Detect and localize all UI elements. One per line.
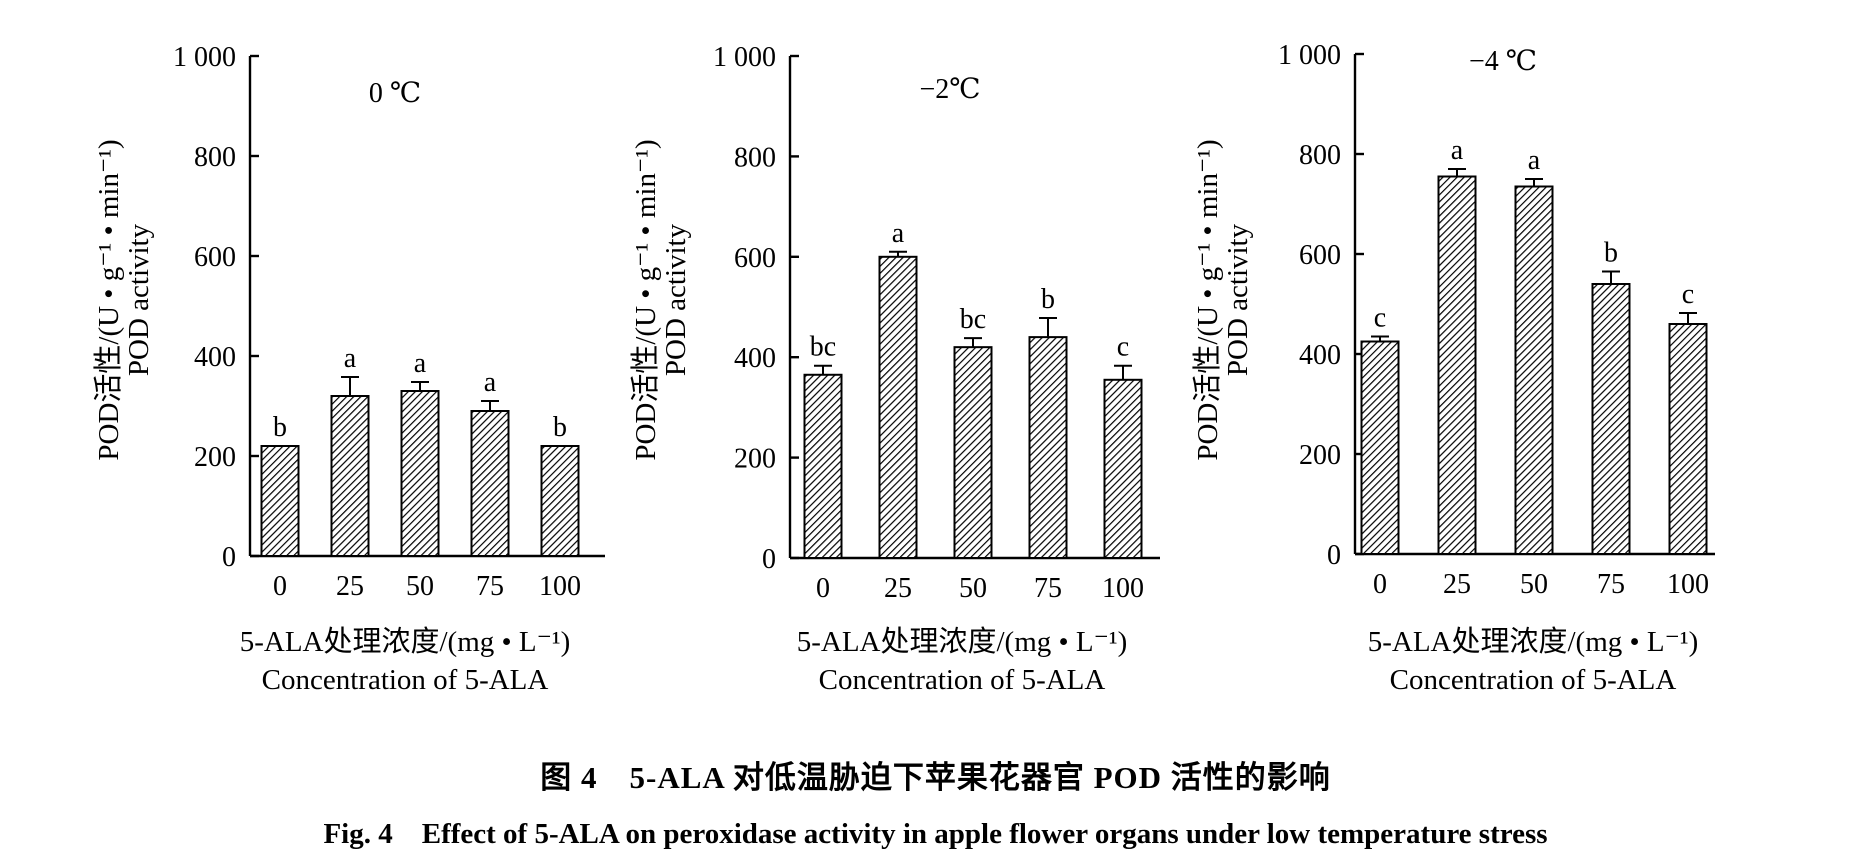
significance-letter: a xyxy=(484,367,497,398)
bar xyxy=(470,410,510,557)
y-tick-label: 200 xyxy=(734,444,776,475)
y-tick-label: 0 xyxy=(762,544,776,575)
x-category-label: 25 xyxy=(884,573,912,604)
y-tick-label: 400 xyxy=(1299,340,1341,371)
y-tick-label: 400 xyxy=(194,342,236,373)
y-tick-label: 0 xyxy=(222,542,236,573)
chart-panel-3: 0 200 400 600 800 1 000 c 0 a 25 a 50 b 75 c 100 −4 ℃ POD… xyxy=(1191,40,1715,696)
significance-letter: c xyxy=(1117,332,1129,363)
panel-title: −4 ℃ xyxy=(1469,46,1537,77)
y-tick-label: 800 xyxy=(734,142,776,173)
y-tick-label: 1 000 xyxy=(713,42,776,73)
x-category-label: 100 xyxy=(539,571,581,602)
significance-letter: a xyxy=(344,343,357,374)
x-axis-label-en: Concentration of 5-ALA xyxy=(1390,664,1677,696)
bar xyxy=(260,445,300,557)
bar xyxy=(1514,185,1554,555)
y-axis-label-cn: POD活性/(U • g⁻¹ • min⁻¹) xyxy=(1191,139,1224,460)
bar xyxy=(878,255,918,559)
x-category-label: 100 xyxy=(1667,569,1709,600)
y-axis-label-en: POD activity xyxy=(123,223,155,376)
bar xyxy=(400,390,440,557)
significance-letter: a xyxy=(892,218,905,249)
chart-panel-2: 0 200 400 600 800 1 000 bc 0 a 25 bc 50 b 75 c 100 −2℃ PO… xyxy=(629,42,1160,696)
y-tick-label: 800 xyxy=(1299,140,1341,171)
x-category-label: 0 xyxy=(273,571,287,602)
x-category-label: 0 xyxy=(1373,569,1387,600)
x-category-label: 75 xyxy=(476,571,504,602)
x-category-label: 50 xyxy=(406,571,434,602)
y-tick-label: 600 xyxy=(1299,240,1341,271)
y-tick-label: 200 xyxy=(1299,440,1341,471)
x-category-label: 75 xyxy=(1034,573,1062,604)
bar xyxy=(1028,336,1068,559)
bar xyxy=(1437,175,1477,555)
y-tick-label: 1 000 xyxy=(173,42,236,73)
bar xyxy=(953,346,993,559)
x-axis-label-en: Concentration of 5-ALA xyxy=(819,664,1106,696)
y-axis-label-cn: POD活性/(U • g⁻¹ • min⁻¹) xyxy=(629,139,662,460)
y-axis-label-en: POD activity xyxy=(1222,223,1254,376)
y-tick-label: 200 xyxy=(194,442,236,473)
significance-letter: bc xyxy=(960,304,986,335)
bar xyxy=(1103,378,1143,560)
significance-letter: b xyxy=(1041,284,1055,315)
figure-caption-cn: 图 4 5-ALA 对低温胁迫下苹果花器官 POD 活性的影响 xyxy=(540,760,1331,795)
bar xyxy=(1668,323,1708,555)
y-tick-label: 1 000 xyxy=(1278,40,1341,71)
y-axis-label-en: POD activity xyxy=(660,223,692,376)
x-axis-label-cn: 5-ALA处理浓度/(mg • L⁻¹) xyxy=(1368,625,1699,658)
y-tick-label: 600 xyxy=(734,243,776,274)
y-tick-label: 600 xyxy=(194,242,236,273)
x-axis-label-cn: 5-ALA处理浓度/(mg • L⁻¹) xyxy=(797,625,1128,658)
x-category-label: 25 xyxy=(1443,569,1471,600)
x-category-label: 100 xyxy=(1102,573,1144,604)
significance-letter: a xyxy=(1451,135,1464,166)
x-category-label: 75 xyxy=(1597,569,1625,600)
bar xyxy=(1360,340,1400,555)
x-category-label: 25 xyxy=(336,571,364,602)
significance-letter: b xyxy=(1604,238,1618,269)
panel-title: −2℃ xyxy=(919,74,980,105)
bar xyxy=(803,373,843,559)
figure-caption-en: Fig. 4 Effect of 5-ALA on peroxidase act… xyxy=(323,818,1548,850)
significance-letter: c xyxy=(1682,279,1694,310)
panel-title: 0 ℃ xyxy=(369,78,421,109)
bar xyxy=(540,445,580,557)
y-tick-label: 800 xyxy=(194,142,236,173)
significance-letter: a xyxy=(1528,145,1541,176)
bar xyxy=(330,395,370,557)
y-tick-label: 0 xyxy=(1327,540,1341,571)
x-category-label: 0 xyxy=(816,573,830,604)
significance-letter: a xyxy=(414,348,427,379)
significance-letter: b xyxy=(553,412,567,443)
x-axis-label-en: Concentration of 5-ALA xyxy=(262,664,549,696)
significance-letter: b xyxy=(273,412,287,443)
significance-letter: c xyxy=(1374,303,1386,334)
x-category-label: 50 xyxy=(1520,569,1548,600)
y-axis-label-cn: POD活性/(U • g⁻¹ • min⁻¹) xyxy=(92,139,125,460)
significance-letter: bc xyxy=(810,332,836,363)
x-category-label: 50 xyxy=(959,573,987,604)
bar xyxy=(1591,283,1631,555)
y-tick-label: 400 xyxy=(734,343,776,374)
x-axis-label-cn: 5-ALA处理浓度/(mg • L⁻¹) xyxy=(240,625,571,658)
